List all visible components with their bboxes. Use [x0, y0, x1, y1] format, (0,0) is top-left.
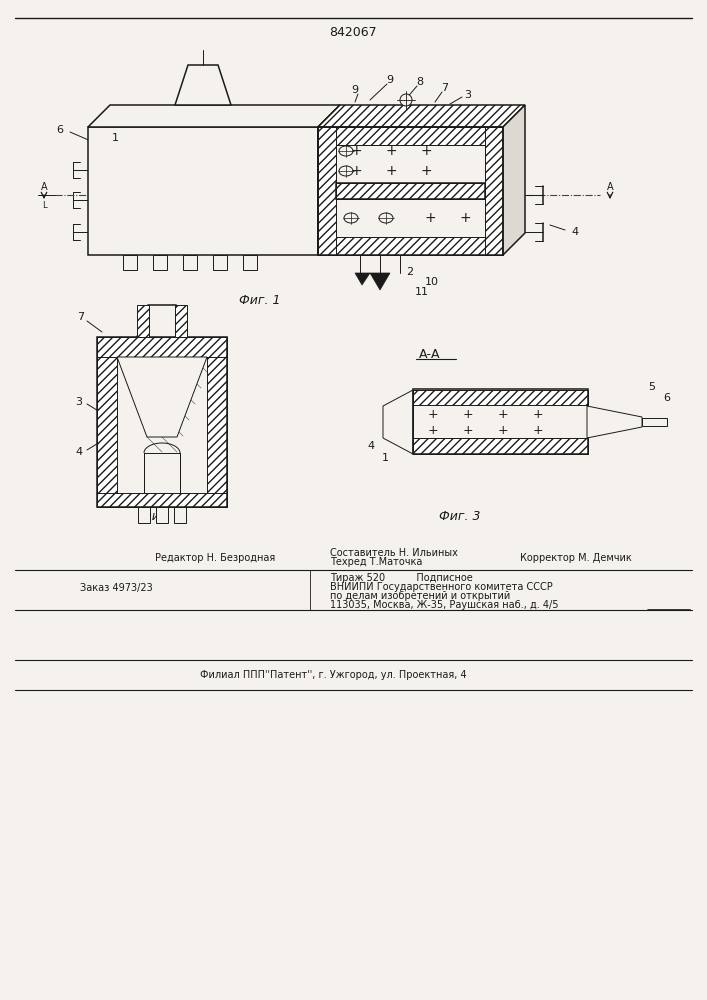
Bar — [88, 127, 318, 255]
Bar — [318, 127, 503, 255]
Bar — [485, 127, 503, 255]
Polygon shape — [137, 305, 187, 337]
Bar — [97, 337, 227, 507]
Text: +: + — [350, 164, 362, 178]
Text: А-А: А-А — [419, 349, 440, 361]
Bar — [413, 405, 588, 438]
Text: 3: 3 — [76, 397, 83, 407]
Text: Редактор Н. Безродная: Редактор Н. Безродная — [155, 553, 275, 563]
Text: 1: 1 — [382, 453, 389, 463]
Text: +: + — [428, 408, 438, 420]
Text: 113035, Москва, Ж-35, Раушская наб., д. 4/5: 113035, Москва, Ж-35, Раушская наб., д. … — [330, 600, 559, 610]
Text: 3: 3 — [464, 90, 472, 100]
Text: +: + — [498, 424, 508, 436]
Text: 6: 6 — [663, 393, 670, 403]
Bar — [318, 127, 336, 255]
Text: +: + — [498, 408, 508, 420]
Text: +: + — [350, 144, 362, 158]
Polygon shape — [370, 273, 390, 290]
Bar — [336, 199, 485, 237]
Text: +: + — [420, 144, 432, 158]
Text: A: A — [41, 182, 47, 192]
Bar — [97, 337, 117, 507]
Text: +: + — [428, 424, 438, 436]
Text: +: + — [462, 408, 473, 420]
Text: +: + — [385, 144, 397, 158]
Bar — [413, 390, 588, 406]
Text: 8: 8 — [416, 77, 423, 87]
Bar — [213, 255, 227, 270]
Bar — [153, 255, 167, 270]
Text: +: + — [462, 424, 473, 436]
Text: A: A — [607, 182, 613, 192]
Bar — [137, 305, 149, 337]
Text: Филиал ППП''Патент'', г. Ужгород, ул. Проектная, 4: Филиал ППП''Патент'', г. Ужгород, ул. Пр… — [200, 670, 467, 680]
Bar — [336, 145, 485, 183]
Text: +: + — [424, 211, 436, 225]
Bar — [174, 507, 186, 523]
Text: L: L — [42, 200, 47, 210]
Bar — [207, 337, 227, 507]
Bar — [336, 183, 485, 199]
Bar — [413, 438, 588, 454]
Text: +: + — [532, 424, 543, 436]
Circle shape — [400, 94, 412, 106]
Text: 9: 9 — [351, 85, 358, 95]
Text: Тираж 520          Подписное: Тираж 520 Подписное — [330, 573, 473, 583]
Bar — [175, 305, 187, 337]
Text: +: + — [385, 164, 397, 178]
Text: Фиг. 3: Фиг. 3 — [439, 510, 481, 524]
Polygon shape — [587, 406, 642, 438]
Text: Фиг. 2: Фиг. 2 — [141, 510, 182, 524]
Polygon shape — [88, 105, 340, 127]
Bar — [138, 507, 150, 523]
Text: +: + — [420, 164, 432, 178]
Text: 2: 2 — [407, 267, 414, 277]
Text: по делам изобретений и открытий: по делам изобретений и открытий — [330, 591, 510, 601]
Bar — [318, 127, 503, 145]
Bar — [123, 255, 137, 270]
Bar — [318, 237, 503, 255]
Polygon shape — [383, 390, 413, 454]
Text: 9: 9 — [387, 75, 394, 85]
Text: Фиг. 1: Фиг. 1 — [239, 294, 281, 306]
Text: 11: 11 — [415, 287, 429, 297]
Bar — [243, 255, 257, 270]
Text: +: + — [459, 211, 471, 225]
Bar — [97, 493, 227, 507]
Text: 7: 7 — [78, 312, 85, 322]
Text: 842067: 842067 — [329, 25, 377, 38]
Text: ВНИИПИ Государственного комитета СССР: ВНИИПИ Государственного комитета СССР — [330, 582, 553, 592]
Text: 5: 5 — [648, 382, 655, 392]
Bar — [144, 453, 180, 493]
Text: 4: 4 — [76, 447, 83, 457]
Bar — [183, 255, 197, 270]
Bar — [156, 507, 168, 523]
Polygon shape — [117, 357, 207, 437]
Text: 1: 1 — [112, 133, 119, 143]
Text: 7: 7 — [441, 83, 448, 93]
Text: Заказ 4973/23: Заказ 4973/23 — [80, 583, 153, 593]
Bar — [97, 337, 227, 357]
Text: Составитель Н. Ильиных: Составитель Н. Ильиных — [330, 548, 458, 558]
Text: 4: 4 — [368, 441, 375, 451]
Text: 10: 10 — [425, 277, 439, 287]
Polygon shape — [503, 105, 525, 255]
Polygon shape — [355, 273, 370, 285]
Bar — [642, 418, 667, 426]
Text: Корректор М. Демчик: Корректор М. Демчик — [520, 553, 632, 563]
Polygon shape — [318, 105, 525, 127]
Text: 6: 6 — [57, 125, 64, 135]
Bar — [336, 183, 485, 199]
Text: +: + — [532, 408, 543, 420]
Polygon shape — [318, 105, 340, 255]
Bar — [413, 389, 588, 454]
Polygon shape — [175, 65, 231, 105]
Text: 4: 4 — [571, 227, 578, 237]
Text: Техред Т.Маточка: Техред Т.Маточка — [330, 557, 422, 567]
